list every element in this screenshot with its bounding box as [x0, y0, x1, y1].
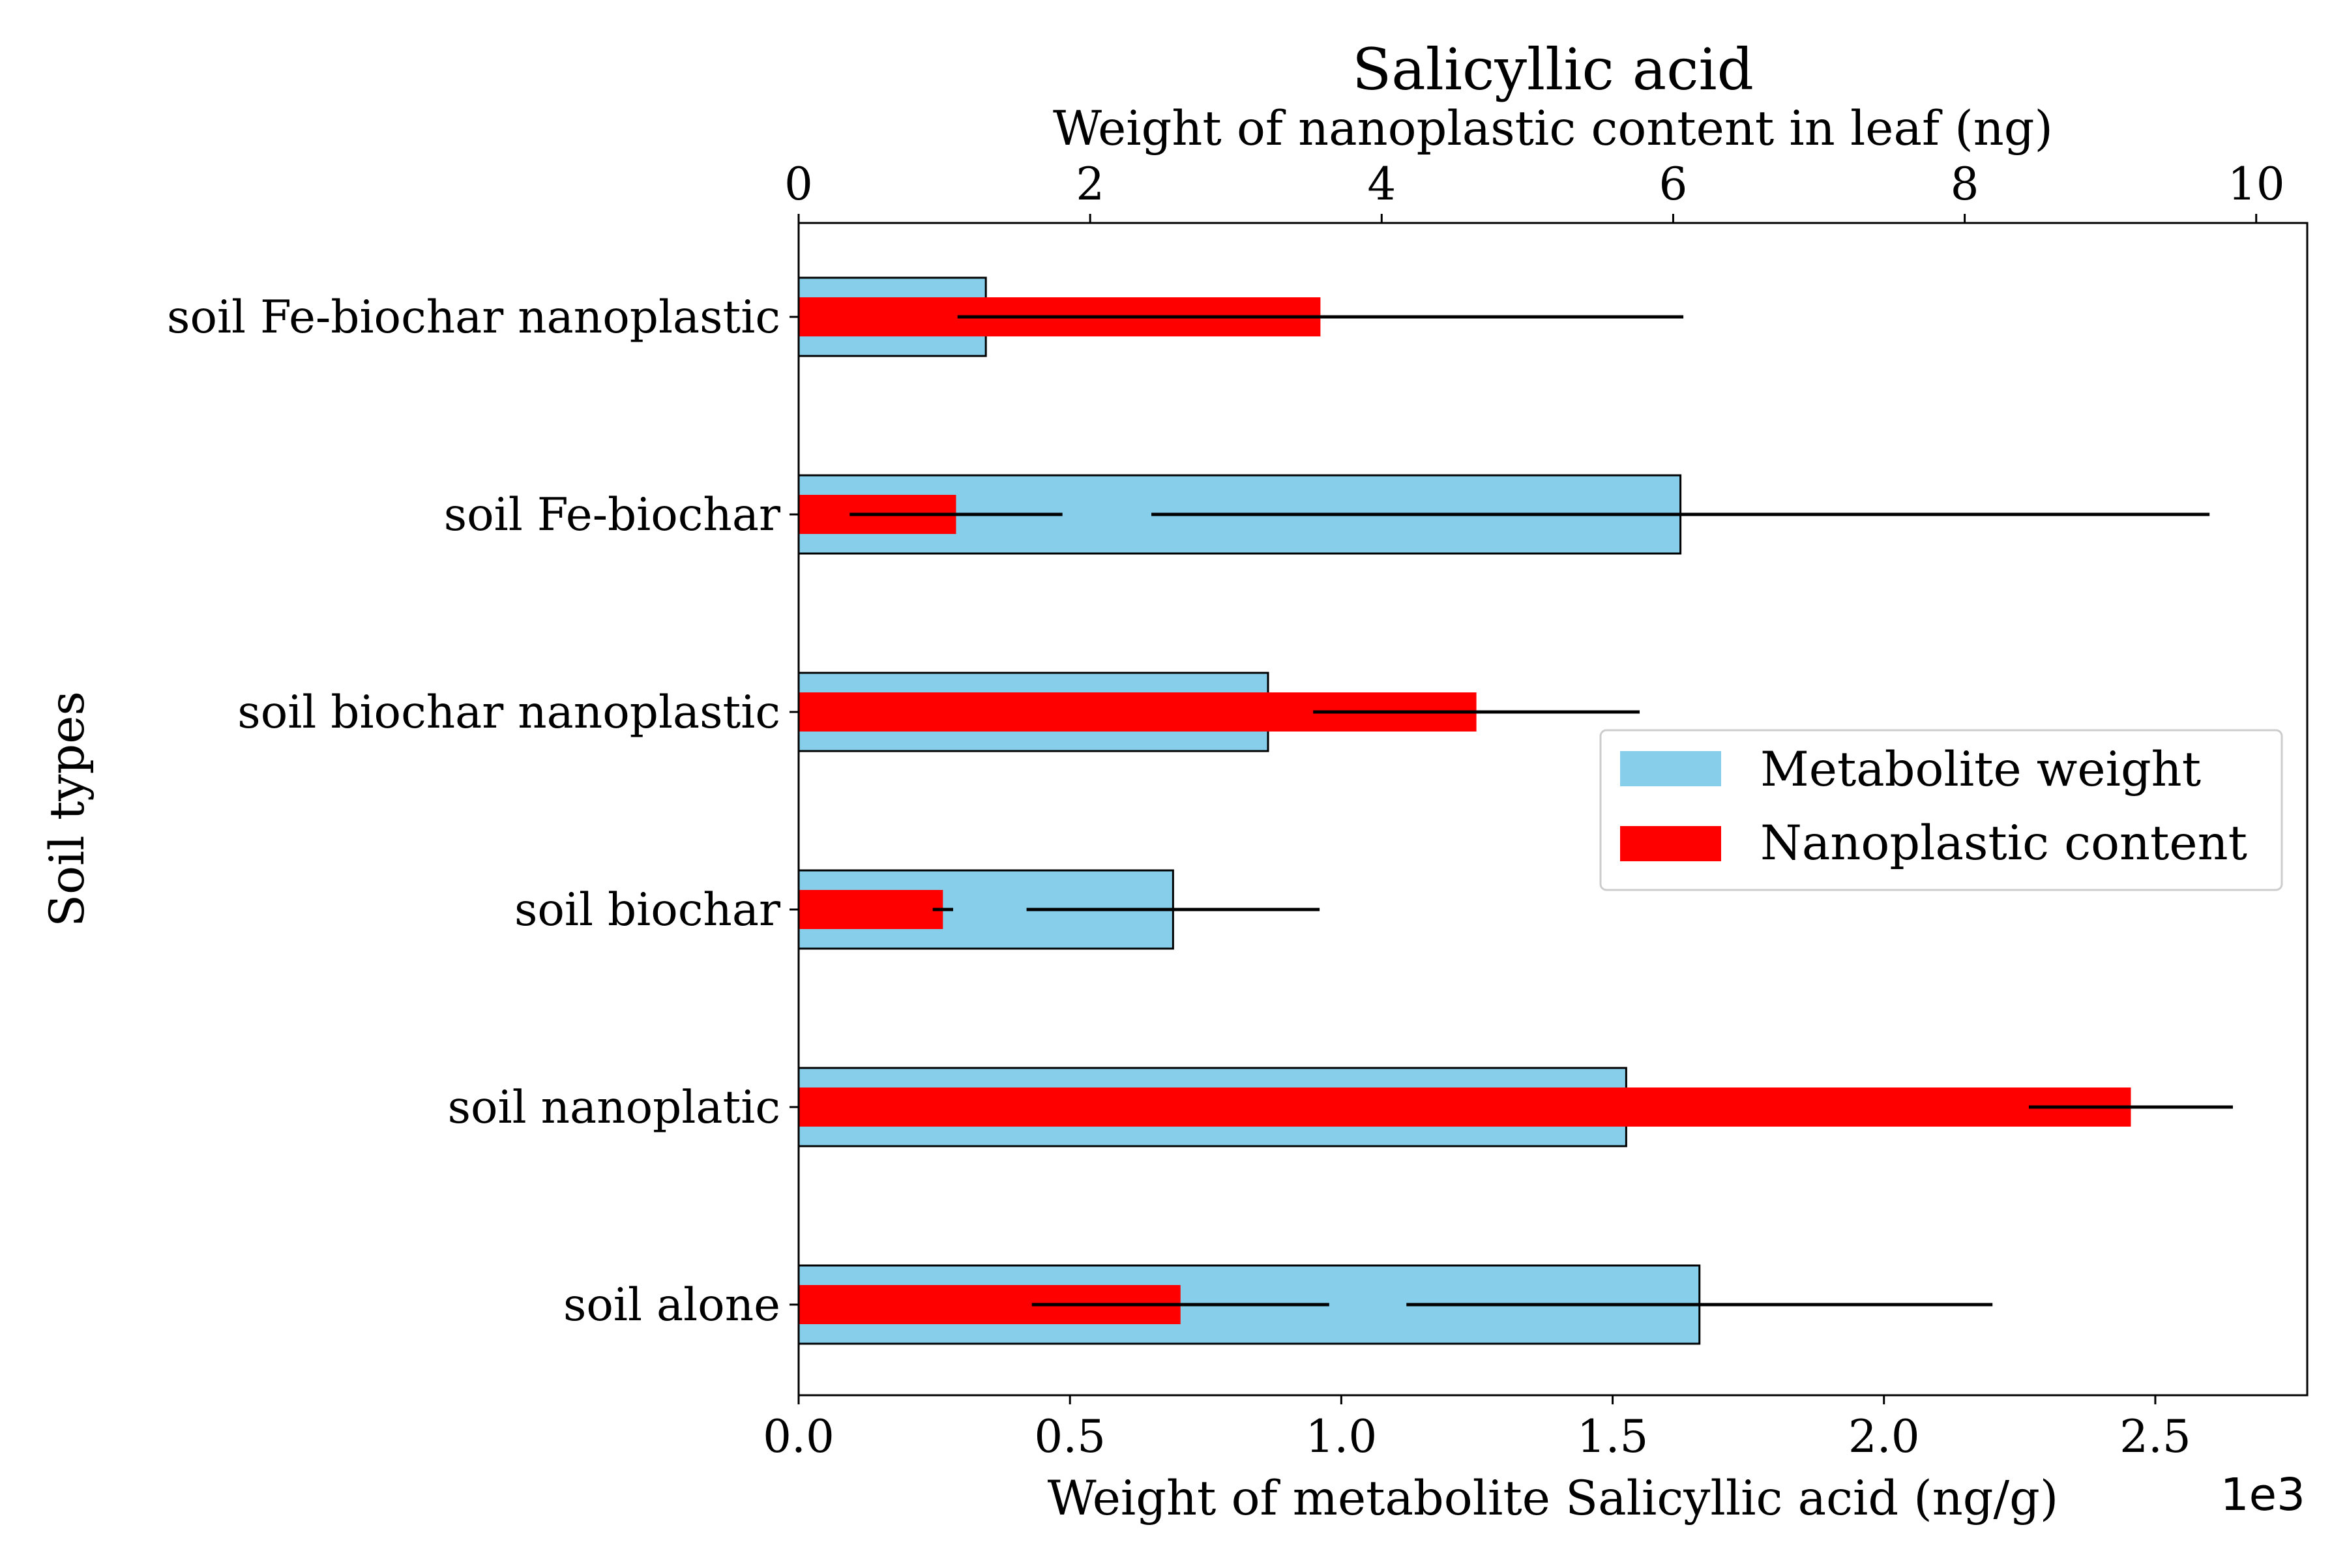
bottom-axis-offset-text: 1e3	[2221, 1469, 2305, 1521]
legend-swatch-metabolite	[1620, 751, 1721, 786]
bottom-x-tick-label: 0.5	[1034, 1411, 1106, 1463]
y-axis-label: Soil types	[40, 691, 95, 927]
top-x-tick-label: 0	[784, 158, 813, 211]
top-x-tick-label: 4	[1367, 158, 1396, 211]
bottom-axis-label: Weight of metabolite Salicyllic acid (ng…	[1048, 1471, 2059, 1526]
y-tick-label: soil alone	[563, 1279, 780, 1331]
legend-frame	[1599, 729, 2283, 891]
ticks-layer: soil Fe-biochar nanoplastic soil Fe-bioch…	[167, 158, 2285, 1463]
bottom-x-tick-label: 2.5	[2119, 1411, 2191, 1463]
bar-nanoplastic-content	[799, 1087, 2131, 1127]
y-tick-label: soil biochar	[514, 884, 780, 936]
top-axis-label: Weight of nanoplastic content in leaf (n…	[1053, 101, 2053, 156]
chart-title: Salicyllic acid	[1352, 36, 1754, 103]
bottom-x-tick-label: 0.0	[763, 1411, 834, 1463]
y-tick-label: soil Fe-biochar nanoplastic	[167, 291, 780, 344]
legend-label-metabolite: Metabolite weight	[1760, 742, 2201, 797]
error-bars-layer	[849, 315, 2233, 1307]
legend: Metabolite weight Nanoplastic content	[1599, 729, 2283, 891]
top-x-tick-label: 6	[1659, 158, 1687, 211]
y-tick-label: soil nanoplatic	[448, 1082, 780, 1134]
top-x-tick-label: 2	[1076, 158, 1104, 211]
legend-swatch-nanoplastic	[1620, 826, 1721, 861]
plot-frame	[797, 222, 2309, 1397]
bar-nanoplastic-content	[799, 890, 943, 929]
top-x-tick-label: 10	[2228, 158, 2285, 211]
y-tick-label: soil Fe-biochar	[444, 489, 780, 541]
y-tick-label: soil biochar nanoplastic	[237, 687, 780, 739]
bottom-x-tick-label: 1.5	[1577, 1411, 1649, 1463]
bottom-x-tick-label: 1.0	[1306, 1411, 1378, 1463]
legend-label-nanoplastic: Nanoplastic content	[1760, 816, 2247, 871]
bottom-x-tick-label: 2.0	[1848, 1411, 1920, 1463]
top-x-tick-label: 8	[1951, 158, 1979, 211]
